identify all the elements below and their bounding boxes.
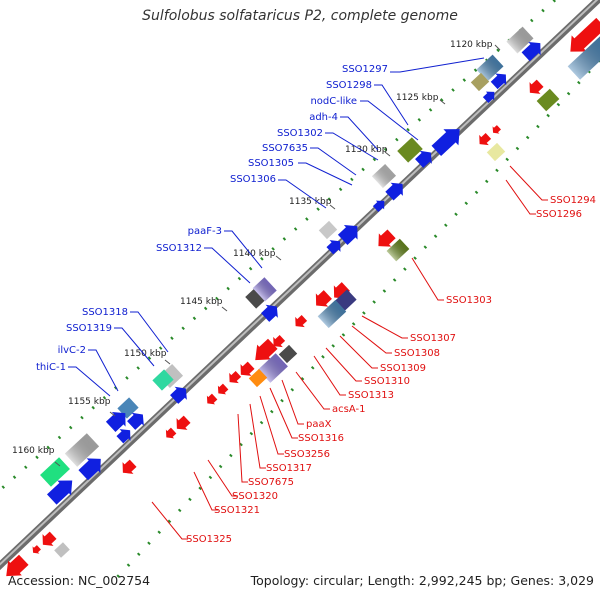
- forward-genes: [40, 26, 541, 505]
- gene-label-forward[interactable]: paaF-3: [188, 226, 222, 237]
- tick-label: 1125 kbp: [396, 93, 439, 103]
- reverse-label-lines: [151, 165, 548, 540]
- gene-label-reverse[interactable]: SSO1307: [410, 333, 456, 344]
- gene-label-reverse[interactable]: SSO1321: [214, 505, 260, 516]
- tick-label: 1140 kbp: [233, 249, 276, 259]
- gene-label-reverse[interactable]: SSO1294: [550, 195, 596, 206]
- genome-backbone: [0, 0, 600, 571]
- forward-labels: SSO1297 SSO1298 nodC-like adh-4 SSO1302 …: [36, 64, 388, 373]
- gene-label-reverse[interactable]: acsA-1: [332, 404, 365, 415]
- gene-label-reverse[interactable]: SSO1310: [364, 376, 410, 387]
- gene-label-reverse[interactable]: SSO1309: [380, 363, 426, 374]
- gene-label-forward[interactable]: SSO1318: [82, 307, 128, 318]
- gene-label-forward[interactable]: SSO1297: [342, 64, 388, 75]
- kbp-ticks: 1120 kbp 1125 kbp 1130 kbp 1135 kbp 1140…: [12, 40, 501, 467]
- map-title: Sulfolobus solfataricus P2, complete gen…: [142, 8, 458, 24]
- inner-tick-track: [108, 58, 600, 587]
- gene-label-reverse[interactable]: paaX: [306, 419, 332, 430]
- gene-label-forward[interactable]: ilvC-2: [58, 345, 86, 356]
- accession-text: Accession: NC_002754: [8, 573, 151, 588]
- tick-label: 1130 kbp: [345, 145, 388, 155]
- gene-label-reverse[interactable]: SSO1320: [232, 491, 278, 502]
- gene-label-reverse[interactable]: SSO7675: [248, 477, 294, 488]
- reverse-genes: [6, 17, 600, 577]
- reverse-labels: SSO1294 SSO1296 SSO1303 SSO1307 SSO1308 …: [186, 195, 596, 545]
- gene-label-forward[interactable]: nodC-like: [310, 96, 357, 107]
- gene-label-forward[interactable]: SSO1298: [326, 80, 372, 91]
- gene-label-forward[interactable]: SSO7635: [262, 143, 308, 154]
- tick-label: 1155 kbp: [68, 397, 111, 407]
- gene-label-reverse[interactable]: SSO1308: [394, 348, 440, 359]
- forward-label-lines: [68, 57, 485, 397]
- gene-label-reverse[interactable]: SSO1296: [536, 209, 582, 220]
- outer-tick-track: [0, 0, 556, 492]
- gene-label-reverse[interactable]: SSO1316: [298, 433, 344, 444]
- tick-label: 1145 kbp: [180, 297, 223, 307]
- gene-label-reverse[interactable]: SSO1313: [348, 390, 394, 401]
- gene-label-reverse[interactable]: SSO1325: [186, 534, 232, 545]
- gene-label-forward[interactable]: SSO1305: [248, 158, 294, 169]
- gene-label-reverse[interactable]: SSO3256: [284, 449, 330, 460]
- genome-summary-text: Topology: circular; Length: 2,992,245 bp…: [250, 573, 594, 588]
- tick-label: 1160 kbp: [12, 446, 55, 456]
- tick-label: 1120 kbp: [450, 40, 493, 50]
- gene-label-forward[interactable]: thiC-1: [36, 362, 66, 373]
- gene-label-reverse[interactable]: SSO1303: [446, 295, 492, 306]
- gene-label-forward[interactable]: adh-4: [309, 112, 338, 123]
- gene-label-forward[interactable]: SSO1319: [66, 323, 112, 334]
- gene-label-forward[interactable]: SSO1302: [277, 128, 323, 139]
- gene-label-reverse[interactable]: SSO1317: [266, 463, 312, 474]
- gene-label-forward[interactable]: SSO1306: [230, 174, 276, 185]
- tick-label: 1150 kbp: [124, 349, 167, 359]
- gene-label-forward[interactable]: SSO1312: [156, 243, 202, 254]
- tick-label: 1135 kbp: [289, 197, 332, 207]
- tick-tracks: [0, 0, 600, 587]
